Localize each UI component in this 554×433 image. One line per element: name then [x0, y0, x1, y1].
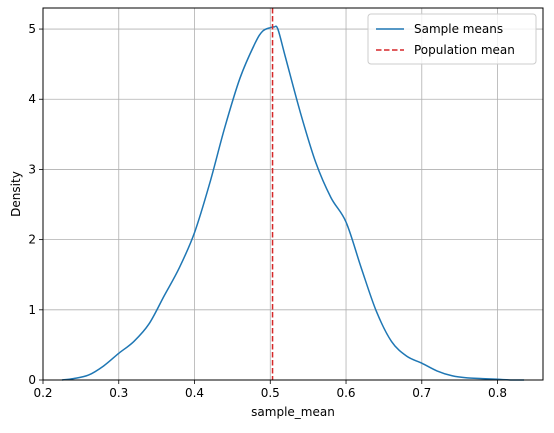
- legend-label-population-mean: Population mean: [414, 43, 515, 57]
- x-axis-ticks: 0.2 0.3 0.4 0.5 0.6 0.7 0.8: [33, 380, 507, 400]
- legend: Sample means Population mean: [367, 13, 537, 65]
- y-tick-label: 2: [28, 233, 36, 247]
- x-tick-label: 0.5: [261, 386, 280, 400]
- x-grid: [42, 8, 498, 380]
- x-tick-label: 0.2: [33, 386, 52, 400]
- y-grid: [43, 28, 543, 381]
- x-tick-label: 0.3: [109, 386, 128, 400]
- x-tick-label: 0.4: [185, 386, 204, 400]
- y-axis-label: Density: [9, 171, 23, 217]
- series-line-sample-means: [61, 25, 525, 381]
- y-tick-label: 0: [28, 373, 36, 387]
- legend-label-sample-means: Sample means: [414, 22, 503, 36]
- legend-box: [367, 13, 537, 65]
- x-tick-label: 0.8: [488, 386, 507, 400]
- y-tick-label: 3: [28, 162, 36, 176]
- y-tick-label: 4: [28, 92, 36, 106]
- y-tick-label: 1: [28, 303, 36, 317]
- series-layer: [61, 8, 525, 381]
- x-tick-label: 0.7: [412, 386, 431, 400]
- plot-frame: [42, 7, 544, 381]
- y-tick-label: 5: [28, 22, 36, 36]
- y-axis-ticks: 0 1 2 3 4 5: [28, 22, 43, 387]
- x-tick-label: 0.6: [336, 386, 355, 400]
- x-axis-label: sample_mean: [251, 405, 335, 419]
